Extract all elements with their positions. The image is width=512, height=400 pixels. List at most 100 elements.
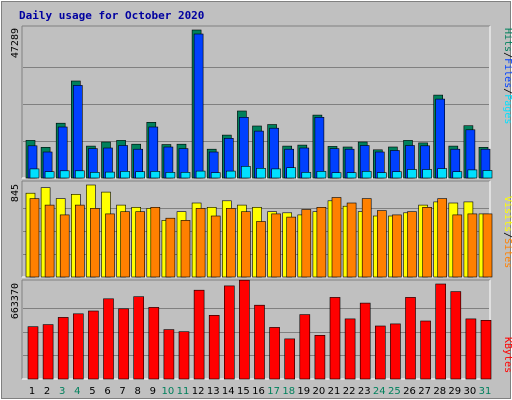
x-tick-day-1: 1 (29, 386, 35, 397)
day-axis: 1 2 3 4 5 6 7 8 9 10 11 12 13 14 15 16 17 18 19 20 21 22 23 24 2… (29, 386, 492, 397)
bar-kbytes-day-18 (284, 338, 296, 380)
bar-sites-day-15 (241, 211, 251, 278)
bar-pages-day-21 (331, 172, 342, 179)
bar-kbytes-day-20 (314, 334, 326, 380)
bar-kbytes-day-17 (269, 327, 280, 380)
bar-pages-day-20 (316, 171, 327, 179)
legend-item-sites: Sites (502, 238, 512, 268)
bar-sites-day-17 (271, 213, 281, 278)
bar-sites-day-1 (29, 198, 40, 278)
bar-sites-day-16 (256, 221, 266, 278)
x-tick-day-4: 4 (74, 386, 80, 397)
bar-kbytes-day-1 (27, 326, 39, 380)
x-tick-day-2: 2 (44, 386, 50, 397)
bar-sites-day-2 (44, 204, 55, 278)
bar-sites-day-8 (135, 211, 145, 278)
x-tick-day-12: 12 (192, 386, 205, 397)
bar-sites-day-28 (437, 198, 448, 278)
bar-files-day-20 (314, 117, 325, 179)
bar-kbytes-day-2 (42, 324, 54, 380)
x-tick-day-21: 21 (328, 386, 341, 397)
bar-kbytes-day-30 (465, 318, 477, 380)
x-tick-day-22: 22 (343, 386, 356, 397)
x-tick-day-6: 6 (104, 386, 110, 397)
bar-kbytes-day-27 (420, 320, 431, 380)
bar-kbytes-day-23 (359, 302, 371, 380)
x-tick-day-29: 29 (448, 386, 461, 397)
legend-item-hits: Hits (502, 28, 512, 52)
bar-sites-day-5 (90, 208, 100, 278)
bar-kbytes-day-29 (450, 291, 462, 380)
legend-pages-files-hits: Hits/Files/Pages (502, 28, 512, 124)
bar-kbytes-day-7 (118, 308, 129, 380)
bar-kbytes-day-24 (374, 325, 386, 380)
x-tick-day-10: 10 (162, 386, 175, 397)
legend-item-separator: / (502, 88, 512, 94)
bar-sites-day-7 (120, 211, 130, 278)
bar-sites-day-21 (331, 197, 342, 278)
bar-pages-day-7 (120, 171, 130, 179)
bar-pages-day-6 (105, 171, 115, 179)
legend-item-separator: / (502, 232, 512, 238)
x-tick-day-11: 11 (177, 386, 190, 397)
bar-sites-day-23 (361, 198, 372, 278)
x-tick-day-26: 26 (403, 386, 416, 397)
bar-pages-day-10 (165, 172, 176, 179)
x-tick-day-13: 13 (207, 386, 220, 397)
bar-pages-day-27 (422, 169, 432, 179)
bar-pages-day-15 (241, 166, 251, 179)
bar-files-day-12 (193, 33, 204, 179)
bar-kbytes-day-10 (163, 329, 175, 380)
bar-sites-day-19 (301, 209, 312, 278)
bar-files-day-4 (73, 85, 83, 179)
legend-item-kbytes: KBytes (502, 337, 512, 373)
bar-pages-day-2 (44, 171, 55, 179)
bar-sites-day-31 (482, 213, 493, 278)
x-tick-day-7: 7 (119, 386, 125, 397)
bar-kbytes-day-4 (73, 313, 84, 380)
bar-pages-day-9 (150, 171, 161, 179)
x-tick-day-30: 30 (464, 386, 477, 397)
bar-sites-day-14 (226, 208, 236, 278)
x-tick-day-25: 25 (388, 386, 401, 397)
bar-pages-day-18 (286, 167, 297, 179)
bar-kbytes-day-15 (239, 279, 250, 380)
bar-files-day-3 (57, 126, 68, 179)
bar-kbytes-day-21 (329, 297, 341, 380)
bar-sites-day-26 (407, 211, 417, 278)
bar-pages-day-5 (90, 172, 100, 179)
bar-kbytes-day-25 (390, 323, 401, 380)
bar-pages-day-3 (59, 170, 70, 179)
y-max-label: 663370 (10, 283, 21, 319)
bar-kbytes-day-6 (103, 298, 114, 380)
x-tick-day-14: 14 (222, 386, 235, 397)
bar-sites-day-18 (286, 216, 297, 278)
bar-pages-day-23 (361, 171, 372, 179)
bar-kbytes-day-26 (405, 297, 416, 380)
bar-pages-day-22 (346, 172, 357, 179)
legend-item-files: Files (502, 58, 512, 88)
y-max-label: 845 (10, 184, 21, 202)
bar-pages-day-19 (301, 172, 312, 179)
x-tick-day-16: 16 (252, 386, 265, 397)
legend-item-visits: Visits (502, 196, 512, 232)
x-tick-day-28: 28 (433, 386, 446, 397)
bar-pages-day-26 (407, 169, 417, 179)
bar-sites-day-24 (376, 210, 387, 278)
legend-item-separator: / (502, 52, 512, 58)
bar-pages-day-12 (195, 170, 206, 179)
x-tick-day-15: 15 (237, 386, 250, 397)
bar-kbytes-day-22 (344, 318, 356, 380)
bar-pages-day-1 (29, 168, 40, 179)
x-tick-day-27: 27 (418, 386, 431, 397)
bar-kbytes-day-9 (148, 307, 160, 380)
bar-pages-day-24 (376, 172, 387, 179)
x-tick-day-24: 24 (373, 386, 386, 397)
bar-sites-day-12 (195, 208, 206, 278)
chart-title: Daily usage for October 2020 (19, 9, 204, 22)
bar-sites-day-22 (346, 202, 357, 278)
bar-pages-day-4 (75, 170, 85, 179)
x-tick-day-5: 5 (89, 386, 95, 397)
